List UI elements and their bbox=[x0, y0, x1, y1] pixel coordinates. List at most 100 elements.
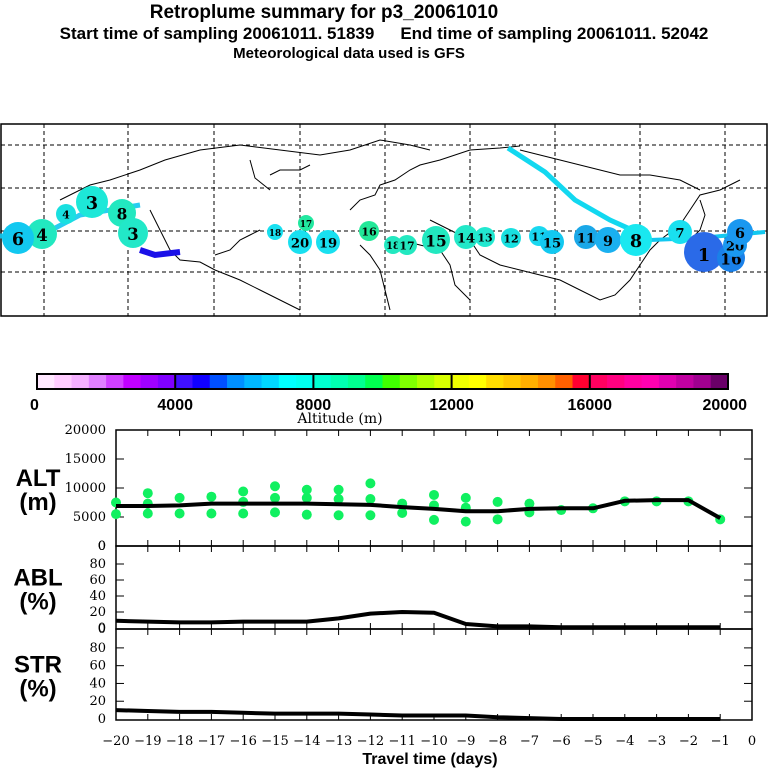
x-tick-label: −6 bbox=[552, 734, 571, 749]
altitude-particle-point bbox=[492, 514, 503, 525]
x-tick-label: −5 bbox=[583, 734, 602, 749]
panel-unit-label: (%) bbox=[19, 676, 56, 703]
colorbar-cell bbox=[123, 374, 142, 389]
x-tick-label: −9 bbox=[456, 734, 475, 749]
x-tick-label: −4 bbox=[615, 734, 634, 749]
colorbar-tick-label: 16000 bbox=[568, 397, 613, 414]
y-tick-label: 40 bbox=[89, 676, 106, 691]
panel-label: ALT bbox=[16, 465, 61, 492]
y-tick-label: 0 bbox=[98, 539, 106, 554]
colorbar-cells bbox=[37, 374, 729, 389]
trajectory-marker bbox=[727, 219, 753, 245]
colorbar-cell bbox=[227, 374, 245, 389]
altitude-particle-point bbox=[206, 508, 217, 519]
altitude-particle-point bbox=[365, 510, 376, 521]
colorbar-cell bbox=[296, 374, 314, 389]
altitude-particle-point bbox=[524, 498, 535, 509]
y-tick-label: 60 bbox=[89, 573, 106, 588]
altitude-particle-point bbox=[270, 507, 280, 518]
colorbar-cell bbox=[54, 374, 73, 389]
colorbar-cell bbox=[175, 374, 194, 389]
altitude-particle-point bbox=[174, 508, 185, 519]
start-time-label: Start time of sampling 20061011. 51839 bbox=[59, 24, 375, 43]
colorbar-cell bbox=[658, 374, 677, 389]
colorbar-dividers bbox=[174, 374, 591, 389]
x-tick-label: −1 bbox=[711, 734, 730, 749]
colorbar-cell bbox=[607, 374, 625, 389]
chart-title: Retroplume summary for p3_20061010 bbox=[149, 2, 499, 23]
altitude-particle-point bbox=[111, 509, 121, 520]
colorbar-cell bbox=[382, 374, 401, 389]
panel-frame bbox=[115, 545, 753, 630]
altitude-particle-point bbox=[460, 492, 471, 503]
colorbar-cell bbox=[330, 374, 349, 389]
colorbar-cell bbox=[572, 374, 591, 389]
altitude-particle-point bbox=[333, 484, 344, 495]
colorbar-cell bbox=[37, 374, 55, 389]
altitude-particle-point bbox=[365, 478, 376, 489]
y-tick-label: 10000 bbox=[65, 481, 106, 496]
colorbar-cell bbox=[157, 374, 176, 389]
colorbar-cell bbox=[278, 374, 297, 389]
x-tick-label: −15 bbox=[261, 734, 288, 749]
trajectory-day-label: 8 bbox=[117, 205, 128, 223]
altitude-particle-point bbox=[270, 492, 280, 503]
altitude-particle-point bbox=[492, 496, 503, 507]
track-siberia bbox=[506, 145, 652, 241]
coastline-north-america bbox=[59, 139, 431, 311]
trajectory-marker bbox=[316, 230, 340, 254]
trajectory-day-label: 6 bbox=[735, 226, 745, 242]
altitude-particle-point bbox=[333, 510, 344, 521]
colorbar-tick-label: 20000 bbox=[703, 397, 748, 414]
x-tick-label: −10 bbox=[420, 734, 447, 749]
series-line-abl bbox=[115, 610, 721, 630]
map-grid bbox=[1, 124, 767, 316]
colorbar-cell bbox=[71, 374, 90, 389]
x-tick-label: 0 bbox=[748, 734, 756, 749]
altitude-particle-point bbox=[301, 484, 312, 495]
trajectory-marker bbox=[27, 219, 57, 249]
x-axis-title: Travel time (days) bbox=[362, 751, 497, 768]
trajectory-marker bbox=[595, 227, 621, 253]
trajectory-day-label: 9 bbox=[603, 234, 613, 250]
altitude-particle-point bbox=[397, 507, 408, 518]
x-tick-label: −12 bbox=[357, 734, 384, 749]
altitude-particle-point bbox=[365, 494, 376, 505]
altitude-particle-point bbox=[206, 491, 217, 502]
colorbar-cell bbox=[399, 374, 418, 389]
x-tick-label: −3 bbox=[647, 734, 666, 749]
trajectory-marker bbox=[384, 236, 402, 254]
trajectory-day-label: 14 bbox=[457, 231, 475, 246]
altitude-particle-point bbox=[142, 508, 153, 519]
panel-frame bbox=[115, 628, 753, 721]
trajectory-marker bbox=[668, 220, 692, 244]
y-tick-label: 20 bbox=[89, 694, 106, 709]
trajectory-day-label: 3 bbox=[127, 225, 138, 244]
colorbar-cell bbox=[624, 374, 643, 389]
colorbar-cell bbox=[261, 374, 280, 389]
colorbar-cell bbox=[486, 374, 505, 389]
x-tick-label: −11 bbox=[388, 734, 415, 749]
trajectory-day-label: 13 bbox=[477, 232, 492, 245]
x-tick-label: −8 bbox=[488, 734, 507, 749]
colorbar-cell bbox=[417, 374, 435, 389]
colorbar-tick-label: 4000 bbox=[157, 397, 193, 414]
x-tick-label: −7 bbox=[520, 734, 539, 749]
trajectory-marker bbox=[2, 222, 34, 254]
trajectory-marker bbox=[684, 232, 724, 272]
colorbar-cell bbox=[88, 374, 107, 389]
trajectory-marker bbox=[574, 225, 598, 249]
trajectory-marker bbox=[267, 224, 283, 240]
altitude-particle-point bbox=[429, 489, 439, 500]
altitude-particle-point bbox=[429, 514, 439, 525]
y-tick-label: 20 bbox=[89, 605, 106, 620]
trajectory-marker bbox=[620, 224, 652, 256]
trajectory-day-label: 6 bbox=[12, 229, 24, 250]
trajectory-day-label: 19 bbox=[319, 236, 337, 251]
y-tick-label: 80 bbox=[89, 641, 106, 656]
trajectory-day-label: 17 bbox=[300, 220, 312, 230]
colorbar-cell bbox=[140, 374, 159, 389]
altitude-particle-point bbox=[174, 492, 185, 503]
trajectory-day-label: 17 bbox=[399, 240, 414, 253]
